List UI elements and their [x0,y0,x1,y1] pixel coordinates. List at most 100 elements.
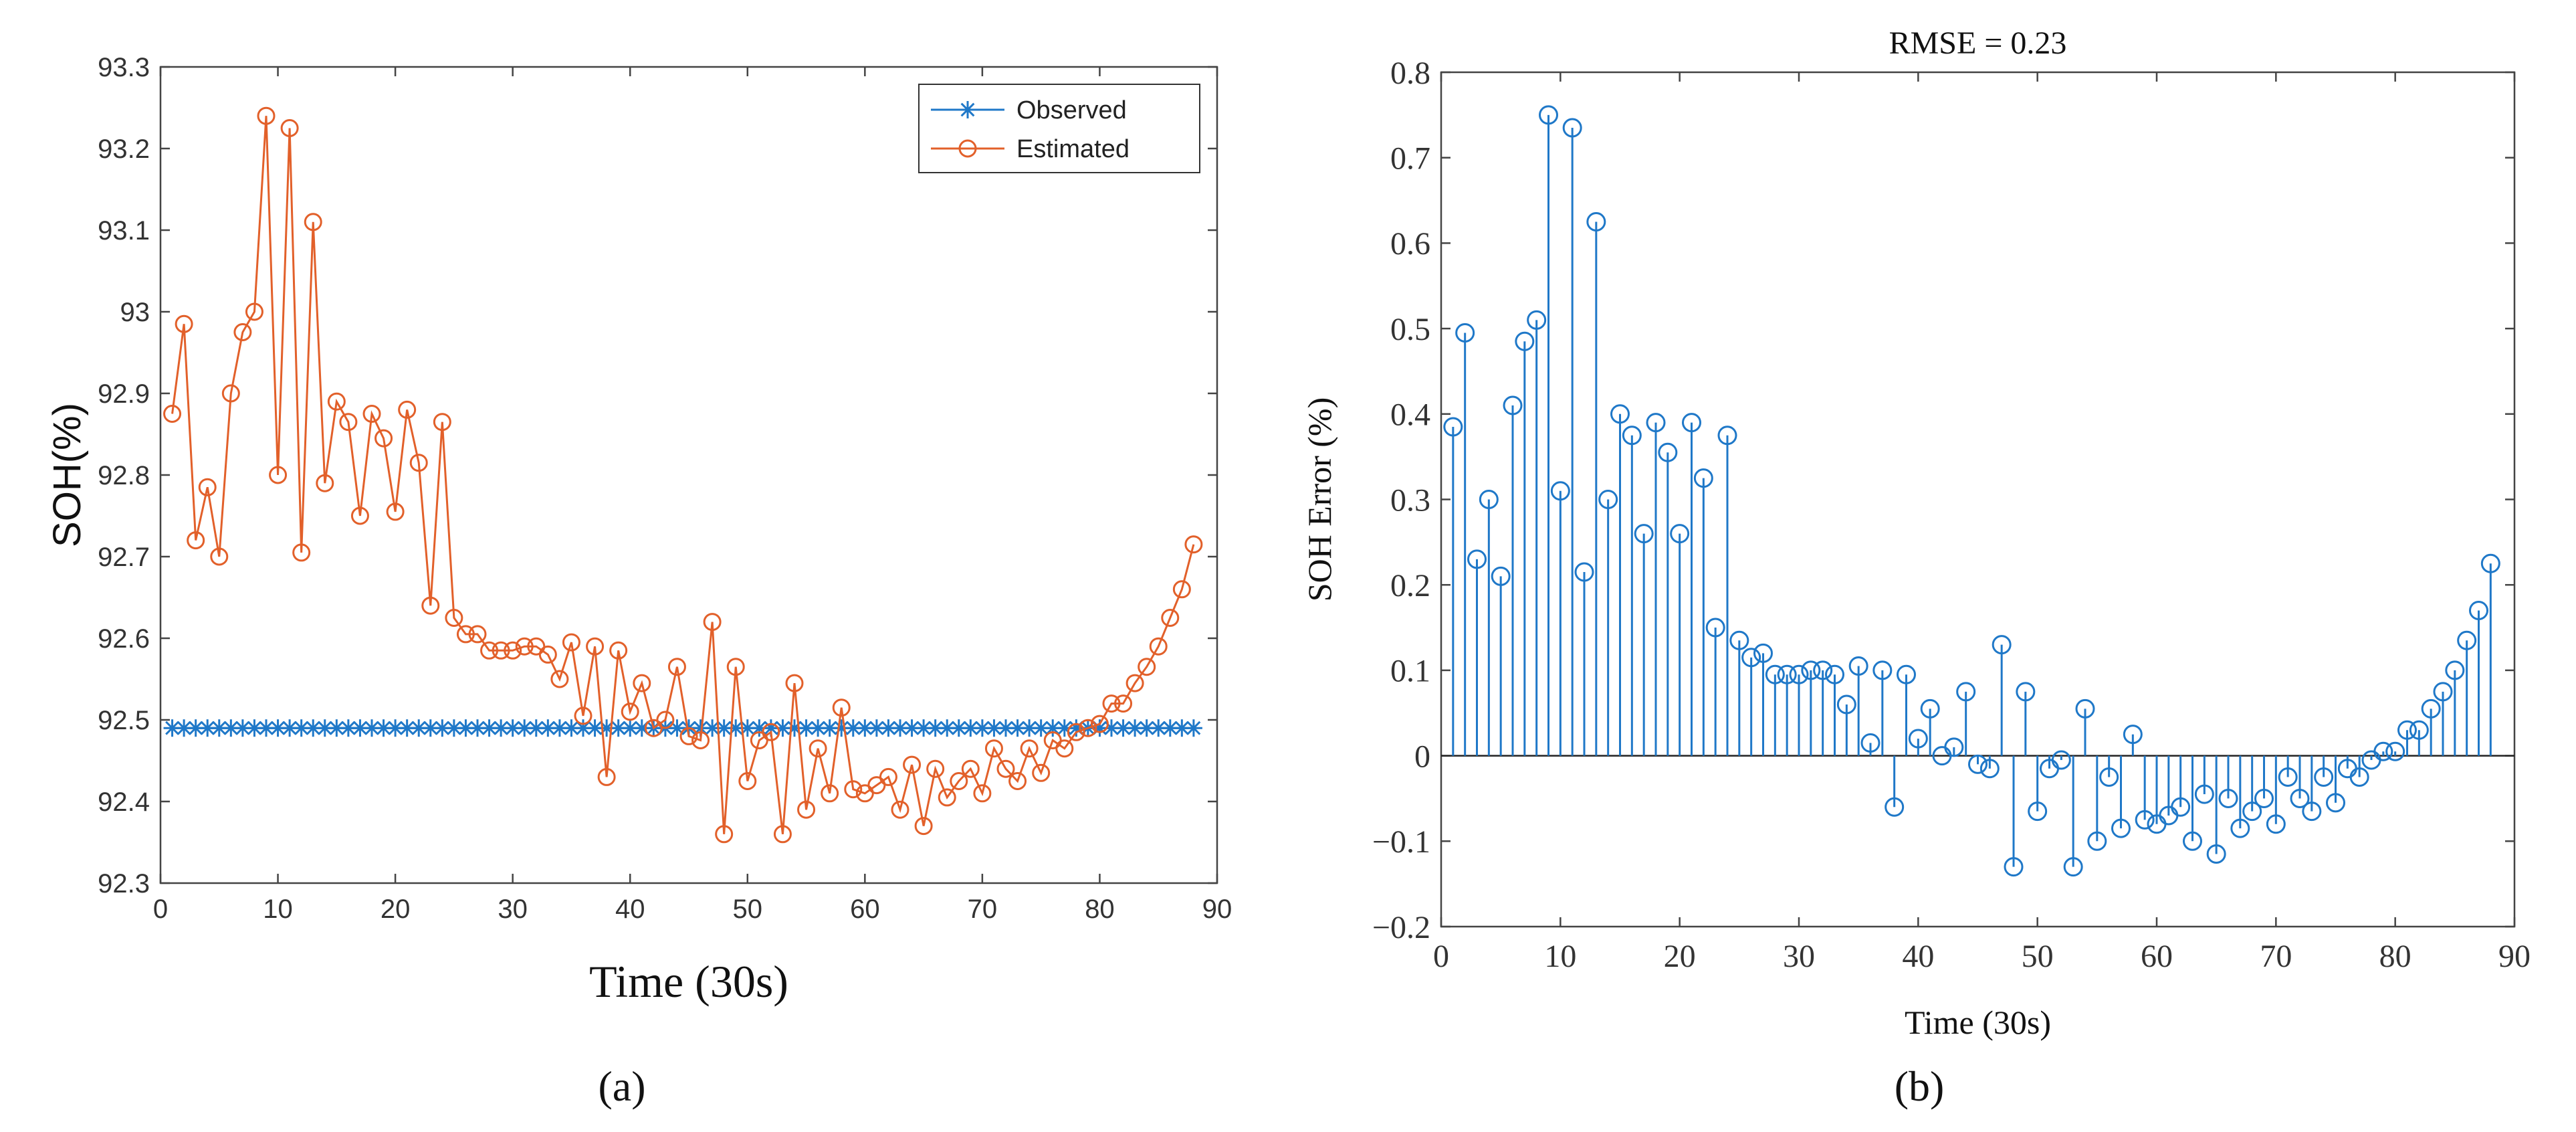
data-point-error [1992,635,2012,655]
data-point-estimated [421,596,440,615]
data-point-estimated [327,392,346,411]
x-tick-label: 30 [498,894,528,924]
data-point-error [2111,818,2131,838]
data-point-error [2051,750,2071,770]
y-tick-label: 92.5 [98,706,150,735]
x-tick-label: 40 [615,894,645,924]
data-point-observed [938,719,956,737]
data-point-error [1467,549,1487,569]
data-point-error [2278,767,2298,787]
x-tick-label: 90 [1202,894,1232,924]
x-tick-label: 0 [153,894,168,924]
data-point-estimated [350,506,369,525]
data-point-estimated [339,413,358,432]
y-tick-label: 0.8 [1390,56,1430,91]
data-point-error [1491,566,1511,586]
data-point-estimated [1079,719,1097,737]
data-point-error [2373,741,2393,761]
panel-label-b: (b) [1895,1062,1945,1110]
data-point-error [1944,737,1964,757]
data-point-observed [621,719,639,737]
data-point-estimated [221,384,240,403]
data-point-estimated [386,502,405,521]
data-point-error [1682,413,1701,433]
data-point-estimated [703,613,722,632]
data-point-observed [516,719,534,737]
data-point-estimated [844,780,863,799]
data-point-estimated [187,531,205,550]
y-axis-label-b: SOH Error (%) [1301,397,1338,601]
data-point-error [2135,810,2155,830]
data-point-error [1836,694,1856,715]
data-point-estimated [562,633,580,652]
data-point-estimated [409,454,428,472]
data-point-estimated [550,670,569,688]
data-point-estimated [950,772,968,790]
data-point-estimated [398,400,417,419]
legend-marker-estimated [958,139,977,158]
legend-a: Observed Estimated [918,84,1200,173]
x-tick-label: 90 [2498,939,2531,974]
data-point-estimated [1125,674,1144,692]
data-point-estimated [1161,609,1180,627]
data-point-error [1539,105,1558,125]
data-point-observed [445,719,463,737]
data-point-error [1503,395,1523,415]
x-tick-label: 60 [850,894,880,924]
data-point-estimated [1008,772,1027,790]
data-point-error [1658,442,1678,462]
y-tick-label: 0.4 [1390,397,1430,433]
data-point-error [2480,553,2500,573]
data-point-observed [163,719,181,737]
y-tick-label: 93.3 [98,53,150,82]
y-tick-label: 0.6 [1390,226,1430,262]
data-point-estimated [597,767,616,786]
x-tick-label: 50 [733,894,763,924]
data-point-error [1527,310,1547,330]
data-point-error [1562,118,1582,138]
data-point-error [2218,788,2238,808]
data-point-error [1705,618,1725,638]
legend-marker-observed [959,101,976,118]
data-point-observed [363,719,381,737]
data-point-error [1670,524,1690,544]
y-tick-label: 92.6 [98,624,150,654]
data-point-estimated [785,674,804,692]
data-point-estimated [492,641,510,660]
data-point-error [2028,801,2048,822]
axis-ticks: 0 10 20 30 40 50 60 70 80 90 −0.2 −0.1 0 0.1 0.2 0.3 0.4… [1372,56,2531,974]
y-tick-label: 0.3 [1390,482,1430,518]
data-point-estimated [538,645,557,664]
data-point-error [1634,524,1654,544]
y-tick-label: 0.1 [1390,654,1430,689]
legend-label-observed: Observed [1016,96,1127,124]
data-point-error [2016,682,2036,702]
data-point-estimated [973,784,992,803]
x-tick-label: 80 [1085,894,1115,924]
data-point-estimated [773,825,792,844]
data-point-observed [973,719,991,737]
data-point-estimated [433,413,451,432]
data-point-estimated [1067,723,1085,741]
data-point-error [2230,818,2250,838]
data-point-error [1801,660,1821,680]
x-tick-label: 10 [263,894,293,924]
data-point-estimated [1172,580,1191,599]
data-point-observed [821,719,839,737]
data-point-estimated [821,784,839,803]
data-point-error [2397,720,2417,740]
data-point-estimated [456,625,475,644]
data-point-estimated [926,759,945,778]
chart-title-b: RMSE = 0.23 [1889,25,2067,61]
data-point-error [1729,630,1749,650]
data-point-error [1848,656,1868,676]
y-tick-label: 92.8 [98,461,150,490]
data-point-estimated [633,674,651,692]
data-point-error [1860,733,1881,753]
x-tick-label: 70 [968,894,998,924]
data-point-estimated [1149,637,1168,656]
data-point-error [2099,767,2119,787]
data-point-error [2409,720,2429,740]
